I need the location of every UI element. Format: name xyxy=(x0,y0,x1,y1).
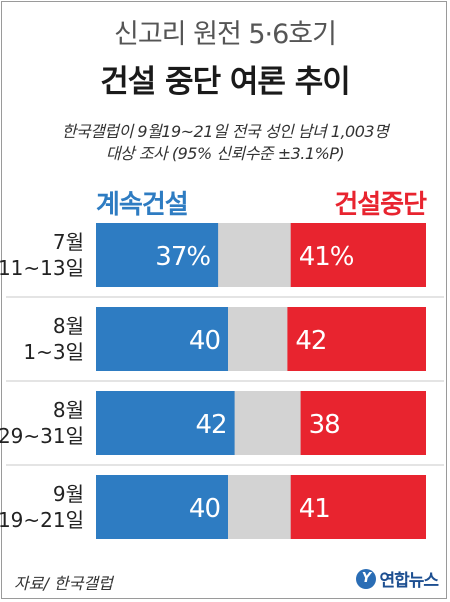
yonhap-logo: Y 연합뉴스 xyxy=(356,566,439,591)
chart-subtitle: 건설 중단 여론 추이 xyxy=(100,64,351,100)
value-label-halt-construction: 42 xyxy=(295,326,326,356)
category-label-days: 19~21일 xyxy=(0,508,84,532)
value-label-halt-construction: 41% xyxy=(299,242,354,272)
bar-halt-construction xyxy=(300,391,426,455)
survey-note-line2: 대상 조사 (95% 신뢰수준 ±3.1%P) xyxy=(105,144,345,163)
category-label-days: 1~3일 xyxy=(23,340,84,364)
category-label-days: 29~31일 xyxy=(0,424,84,448)
bar-halt-construction xyxy=(290,475,426,539)
source-note: 자료/ 한국갤럽 xyxy=(14,574,113,593)
legend-halt-construction: 건설중단 xyxy=(334,190,427,220)
category-label-days: 11~13일 xyxy=(0,256,84,280)
legend-continue-construction: 계속건설 xyxy=(96,190,189,220)
bar-continue-construction xyxy=(96,223,219,287)
value-label-continue-construction: 40 xyxy=(189,326,220,356)
bar-continue-construction xyxy=(96,475,228,539)
survey-note-line1: 한국갤럽이 9월19~21일 전국 성인 남녀 1,003명 xyxy=(61,122,389,141)
bar-halt-construction xyxy=(287,307,426,371)
value-label-continue-construction: 42 xyxy=(196,410,227,440)
value-label-halt-construction: 38 xyxy=(309,410,340,440)
category-label-month: 8월 xyxy=(53,398,84,422)
category-label-month: 8월 xyxy=(53,314,84,338)
yonhap-logo-text: 연합뉴스 xyxy=(379,571,439,591)
bar-halt-construction xyxy=(290,223,426,287)
value-label-continue-construction: 40 xyxy=(189,494,220,524)
category-label-month: 9월 xyxy=(53,482,84,506)
chart-title: 신고리 원전 5·6호기 xyxy=(114,19,337,50)
yonhap-logo-icon: Y xyxy=(356,568,377,589)
value-label-continue-construction: 37% xyxy=(155,242,210,272)
value-label-halt-construction: 41 xyxy=(299,494,330,524)
bar-continue-construction xyxy=(96,391,235,455)
bar-continue-construction xyxy=(96,307,228,371)
category-label-month: 7월 xyxy=(53,230,84,254)
